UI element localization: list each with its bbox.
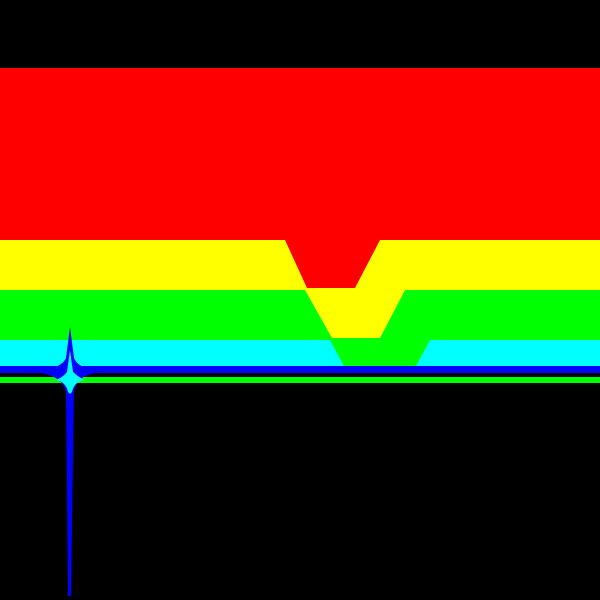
blue-line	[0, 366, 600, 373]
green-band	[0, 290, 600, 340]
green-line	[0, 377, 600, 383]
red-notch	[285, 240, 380, 288]
green-notch	[330, 340, 430, 368]
red-band	[0, 68, 600, 240]
spike-core	[56, 350, 84, 394]
black-gap	[0, 373, 600, 377]
yellow-notch	[305, 290, 405, 338]
cyan-band	[0, 340, 600, 368]
spike	[40, 327, 96, 596]
